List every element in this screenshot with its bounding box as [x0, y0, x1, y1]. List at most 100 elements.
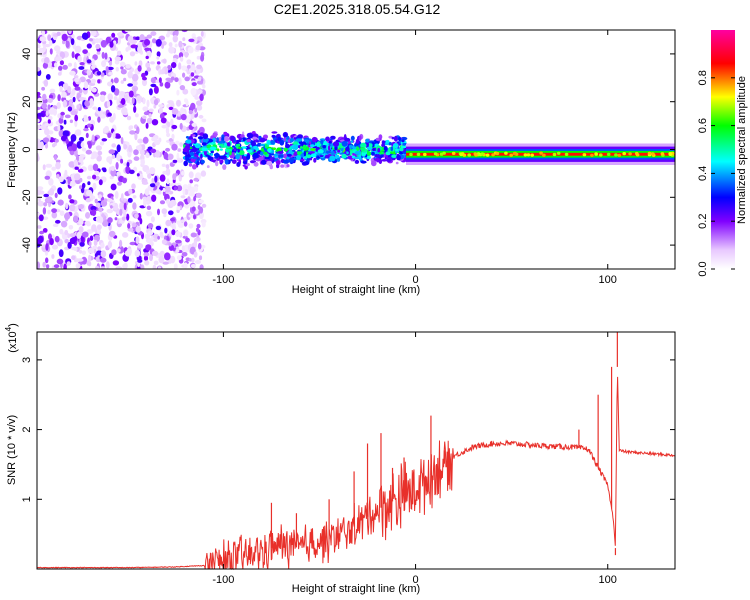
spectrogram-cell: [134, 213, 139, 219]
spectrogram-cell: [150, 31, 157, 36]
spectrogram-cell: [207, 155, 212, 161]
spectrogram-cell: [216, 148, 220, 152]
spectrogram-cell: [334, 146, 338, 151]
spectrogram-cell: [150, 61, 155, 65]
spectrogram-cell: [47, 98, 53, 103]
spectrogram-cell: [190, 158, 196, 163]
spectrogram-cell: [86, 43, 92, 49]
spectrogram-cell: [196, 161, 200, 166]
spectrogram-cell: [263, 134, 268, 140]
spectrogram-cell: [107, 112, 112, 117]
colorbar: 0.0 0.2 0.4 0.6 0.8 Normalized spectral ampl…: [697, 30, 748, 277]
spectrogram-cell: [97, 116, 101, 123]
spectrogram-cell: [590, 153, 594, 157]
spectrogram-cell: [185, 156, 190, 161]
spectrogram-cell: [300, 153, 304, 158]
spectrogram-cell: [383, 146, 388, 151]
spectrogram-cell: [37, 67, 41, 72]
spectrogram-cell: [91, 209, 97, 216]
spectrogram-cell: [119, 61, 126, 67]
spectrogram-cell: [107, 81, 113, 87]
spectrogram-cell: [374, 153, 381, 158]
spectrogram-cell: [74, 86, 81, 91]
spectrogram-cell: [134, 249, 141, 258]
spectrogram-cell: [253, 161, 259, 167]
spectrogram-cell: [172, 35, 178, 43]
spectrogram-cell: [42, 228, 48, 233]
spectrogram-cell: [52, 143, 56, 148]
spectrogram-cell: [109, 175, 114, 180]
spectrogram-cell: [79, 241, 85, 247]
spectrogram-cell: [58, 176, 64, 183]
spectrogram-cell: [142, 136, 149, 144]
spectrogram-cell: [89, 98, 94, 105]
spectrogram-cell: [269, 164, 273, 170]
spectrogram-cell: [390, 146, 394, 151]
spectrogram-cell: [135, 236, 140, 245]
spectrogram-cell: [60, 220, 68, 228]
spectrogram-cell: [171, 62, 177, 69]
spectrogram-cell: [523, 153, 528, 157]
spectrogram-cell: [37, 225, 42, 229]
spectrogram-cell: [539, 151, 543, 155]
spectrogram-cell: [350, 140, 354, 143]
spectrogram-cell: [102, 127, 110, 133]
spectrogram-cell: [89, 38, 93, 42]
spectrogram-cell: [198, 199, 204, 204]
spectrogram-cell: [78, 226, 84, 233]
spectrogram-cell: [101, 51, 105, 59]
spectrogram-cell: [491, 153, 495, 157]
spectrogram-cell: [166, 178, 170, 185]
spectrogram-cell: [156, 56, 160, 60]
spectrogram-cell: [110, 183, 117, 191]
spectrogram-cell: [133, 105, 137, 113]
spectrogram-cell: [381, 159, 387, 162]
spectrogram-cell: [155, 225, 162, 231]
spectrogram-cell: [128, 90, 134, 98]
spectrogram-cell: [61, 91, 67, 98]
spectrogram-cell: [125, 166, 129, 172]
spectrogram-cell: [190, 64, 196, 72]
spectrogram-cell: [145, 122, 149, 129]
spectrogram-cell: [142, 76, 147, 81]
spectrogram-cell: [139, 192, 143, 200]
spectrogram-cell: [111, 249, 117, 256]
spectrogram-cell: [42, 207, 47, 215]
y-tick-label: -40: [21, 237, 33, 253]
snr-y-multiplier-exp: 4: [4, 326, 13, 331]
spectrogram-cell: [87, 247, 95, 254]
spectrogram-cell: [86, 229, 94, 235]
spectrogram-cell: [272, 147, 277, 150]
spectrogram-cell: [45, 74, 51, 80]
spectrogram-cell: [178, 77, 182, 86]
spectrogram-cell: [179, 56, 184, 62]
spectrogram-cell: [219, 148, 223, 151]
spectrogram-cell: [246, 154, 251, 160]
spectrogram-cell: [302, 144, 307, 149]
spectrogram-cell: [64, 169, 68, 176]
spectrogram-cell: [227, 142, 231, 147]
spectrogram-cell: [37, 118, 40, 123]
spectrogram-cell: [101, 138, 108, 142]
spectrogram-cell: [171, 124, 178, 130]
spectrogram-cell: [393, 135, 398, 142]
spectrogram-cell: [44, 57, 50, 64]
spectrogram-cell: [185, 139, 192, 144]
spectrogram-cell: [247, 133, 254, 139]
spectrogram-cell: [200, 54, 205, 62]
spectrogram-cell: [120, 98, 126, 105]
spectrogram-cell: [100, 266, 106, 269]
spectrogram-cell: [161, 124, 168, 129]
spectrogram-cell: [114, 217, 118, 221]
spectrogram-cell: [660, 152, 665, 156]
spectrogram-cell: [143, 111, 150, 116]
spectrogram-cell: [202, 138, 209, 143]
spectrogram-cell: [360, 160, 367, 164]
spectrogram-cell: [168, 210, 174, 216]
spectrogram-cell: [125, 47, 129, 52]
spectrogram-cell: [155, 39, 162, 47]
spectrogram-cell: [86, 189, 93, 197]
spectrogram-cell: [54, 62, 58, 68]
spectrogram-cell: [133, 87, 137, 96]
spectrogram-cell: [130, 44, 138, 49]
